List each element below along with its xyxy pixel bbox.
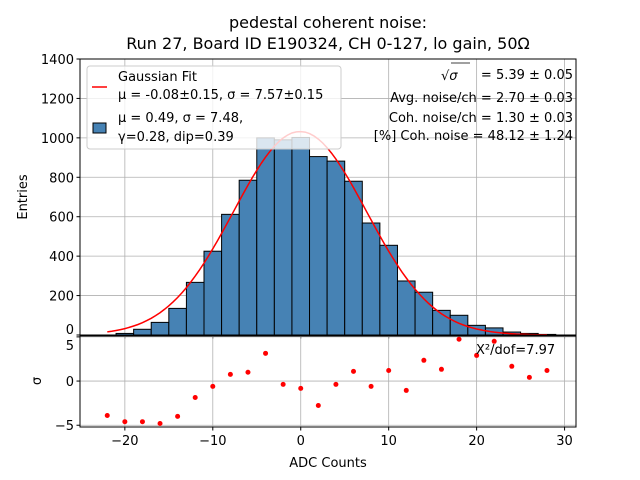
stats-annotations: √σ = 5.39 ± 0.05 Avg. noise/ch = 2.70 ± … bbox=[374, 62, 573, 144]
histogram-bar bbox=[221, 213, 240, 336]
sigma-value: = 5.39 ± 0.05 bbox=[481, 68, 573, 83]
x-tick-label: 20 bbox=[468, 434, 485, 449]
main-y-tick-label: 1200 bbox=[41, 92, 74, 107]
main-y-tick-label: 0 bbox=[66, 323, 74, 338]
residual-point bbox=[386, 367, 392, 373]
histogram-bar bbox=[326, 160, 346, 336]
chi2-annotation: X²/dof=7.97 bbox=[476, 343, 555, 358]
residual-point bbox=[263, 350, 269, 356]
histogram-bar bbox=[133, 328, 152, 336]
main-ylabel: Entries bbox=[16, 174, 31, 220]
residual-point bbox=[544, 367, 550, 373]
chart-title-line2: Run 27, Board ID E190324, CH 0-127, lo g… bbox=[126, 34, 529, 53]
histogram-bar bbox=[185, 281, 205, 336]
x-tick-label: 0 bbox=[297, 434, 305, 449]
main-y-tick-label: 1000 bbox=[41, 132, 74, 147]
residual-point bbox=[456, 336, 462, 342]
residual-point bbox=[298, 385, 304, 391]
residual-point bbox=[438, 366, 444, 372]
coh-noise: Coh. noise/ch = 1.30 ± 0.03 bbox=[389, 111, 573, 126]
residual-y-tick-label: 5 bbox=[66, 339, 74, 354]
legend-hist-label-2: γ=0.28, dip=0.39 bbox=[118, 130, 234, 145]
histogram-bar bbox=[309, 156, 328, 336]
residual-point bbox=[351, 368, 357, 374]
residual-ylabel: σ bbox=[30, 377, 45, 385]
x-tick-label: −20 bbox=[111, 434, 138, 449]
histogram-bar bbox=[168, 307, 187, 336]
residual-point bbox=[139, 419, 145, 425]
histogram-bar bbox=[344, 180, 363, 336]
residual-point bbox=[315, 403, 321, 409]
residual-point bbox=[333, 381, 339, 387]
residual-point bbox=[421, 357, 427, 363]
residual-ticks: −20 −10 0 10 20 30 −5 0 5 bbox=[55, 336, 573, 449]
histogram-bar bbox=[150, 321, 170, 336]
residual-point bbox=[403, 387, 409, 393]
residual-point bbox=[104, 413, 110, 419]
legend-fit-label-2: μ = -0.08±0.15, σ = 7.57±0.15 bbox=[118, 88, 323, 103]
residual-point bbox=[210, 383, 216, 389]
x-tick-label: 30 bbox=[556, 434, 573, 449]
main-y-tick-label: 200 bbox=[49, 290, 74, 305]
residual-point bbox=[509, 363, 515, 369]
main-y-tick-label: 1400 bbox=[41, 53, 74, 68]
histogram-bar bbox=[291, 136, 311, 336]
x-tick-label: −10 bbox=[199, 434, 226, 449]
main-y-tick-label: 800 bbox=[49, 171, 74, 186]
coh-percent: [%] Coh. noise = 48.12 ± 1.24 bbox=[374, 129, 573, 144]
residual-points bbox=[104, 336, 550, 426]
x-tick-label: 10 bbox=[380, 434, 397, 449]
main-axes-frame bbox=[79, 58, 577, 336]
histogram-bar bbox=[273, 139, 293, 336]
xlabel: ADC Counts bbox=[289, 456, 367, 471]
residual-point bbox=[227, 371, 233, 377]
residual-point bbox=[157, 420, 163, 426]
residual-point bbox=[368, 383, 374, 389]
residual-point bbox=[280, 381, 286, 387]
residual-y-tick-label: −5 bbox=[55, 419, 74, 434]
residual-point bbox=[474, 352, 480, 358]
residual-point bbox=[245, 369, 251, 375]
histogram-bar bbox=[379, 244, 398, 336]
legend: Gaussian Fit μ = -0.08±0.15, σ = 7.57±0.… bbox=[86, 65, 342, 150]
legend-hist-label-1: μ = 0.49, σ = 7.48, bbox=[118, 111, 243, 126]
residual-point bbox=[526, 374, 532, 380]
histogram-bar bbox=[203, 250, 223, 336]
residual-point bbox=[192, 394, 198, 400]
residual-point bbox=[491, 338, 497, 344]
legend-box bbox=[86, 65, 342, 150]
histogram-bar bbox=[238, 179, 258, 336]
residual-y-tick-label: 0 bbox=[66, 375, 74, 390]
legend-fit-label-1: Gaussian Fit bbox=[118, 70, 197, 85]
histogram-bars bbox=[115, 136, 557, 336]
chart-title-line1: pedestal coherent noise: bbox=[229, 13, 427, 32]
main-y-ticks: 0 200 400 600 800 1000 1200 1400 bbox=[41, 53, 566, 339]
sigma-sqrt-symbol: √σ bbox=[441, 69, 458, 84]
legend-hist-swatch bbox=[92, 122, 107, 134]
residual-grid bbox=[80, 336, 576, 427]
residual-point bbox=[175, 413, 181, 419]
avg-noise: Avg. noise/ch = 2.70 ± 0.03 bbox=[390, 91, 573, 106]
main-y-tick-label: 600 bbox=[49, 211, 74, 226]
residual-point bbox=[122, 419, 128, 425]
histogram-bar bbox=[396, 280, 416, 336]
histogram-bar bbox=[361, 222, 381, 336]
main-y-tick-label: 400 bbox=[49, 250, 74, 265]
